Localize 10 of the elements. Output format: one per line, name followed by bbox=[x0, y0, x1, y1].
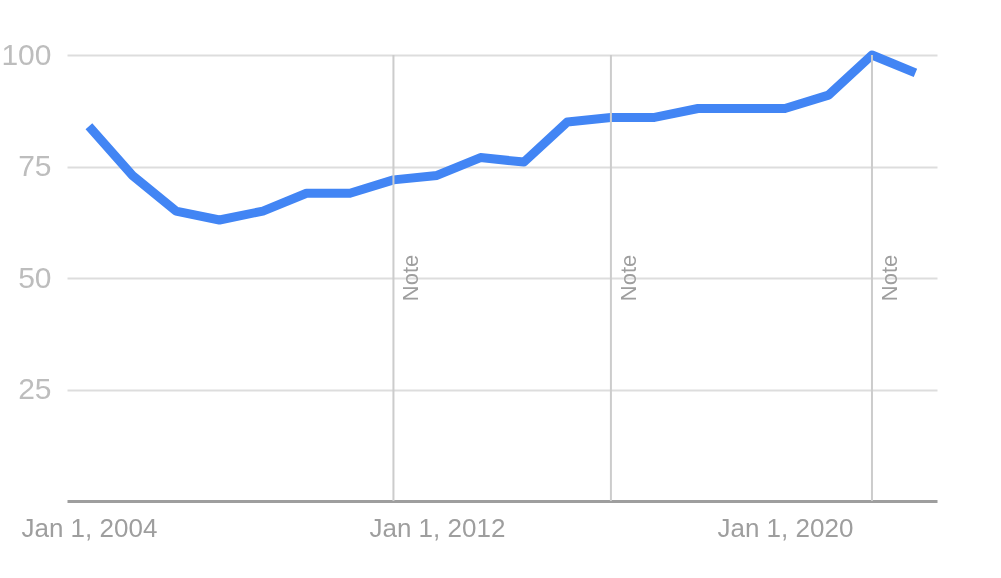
x-tick-label: Jan 1, 2004 bbox=[21, 512, 158, 543]
y-tick-label: 50 bbox=[18, 260, 52, 294]
ref-line-label: Note bbox=[876, 254, 902, 302]
x-tick-label: Jan 1, 2020 bbox=[717, 512, 854, 543]
ref-line-label: Note bbox=[615, 254, 641, 302]
ref-line-label: Note bbox=[398, 254, 424, 302]
y-tick-label: 75 bbox=[18, 149, 52, 182]
x-tick-label: Jan 1, 2012 bbox=[369, 512, 506, 543]
y-tick-label: 100 bbox=[1, 37, 52, 71]
y-tick-label: 25 bbox=[18, 372, 52, 405]
